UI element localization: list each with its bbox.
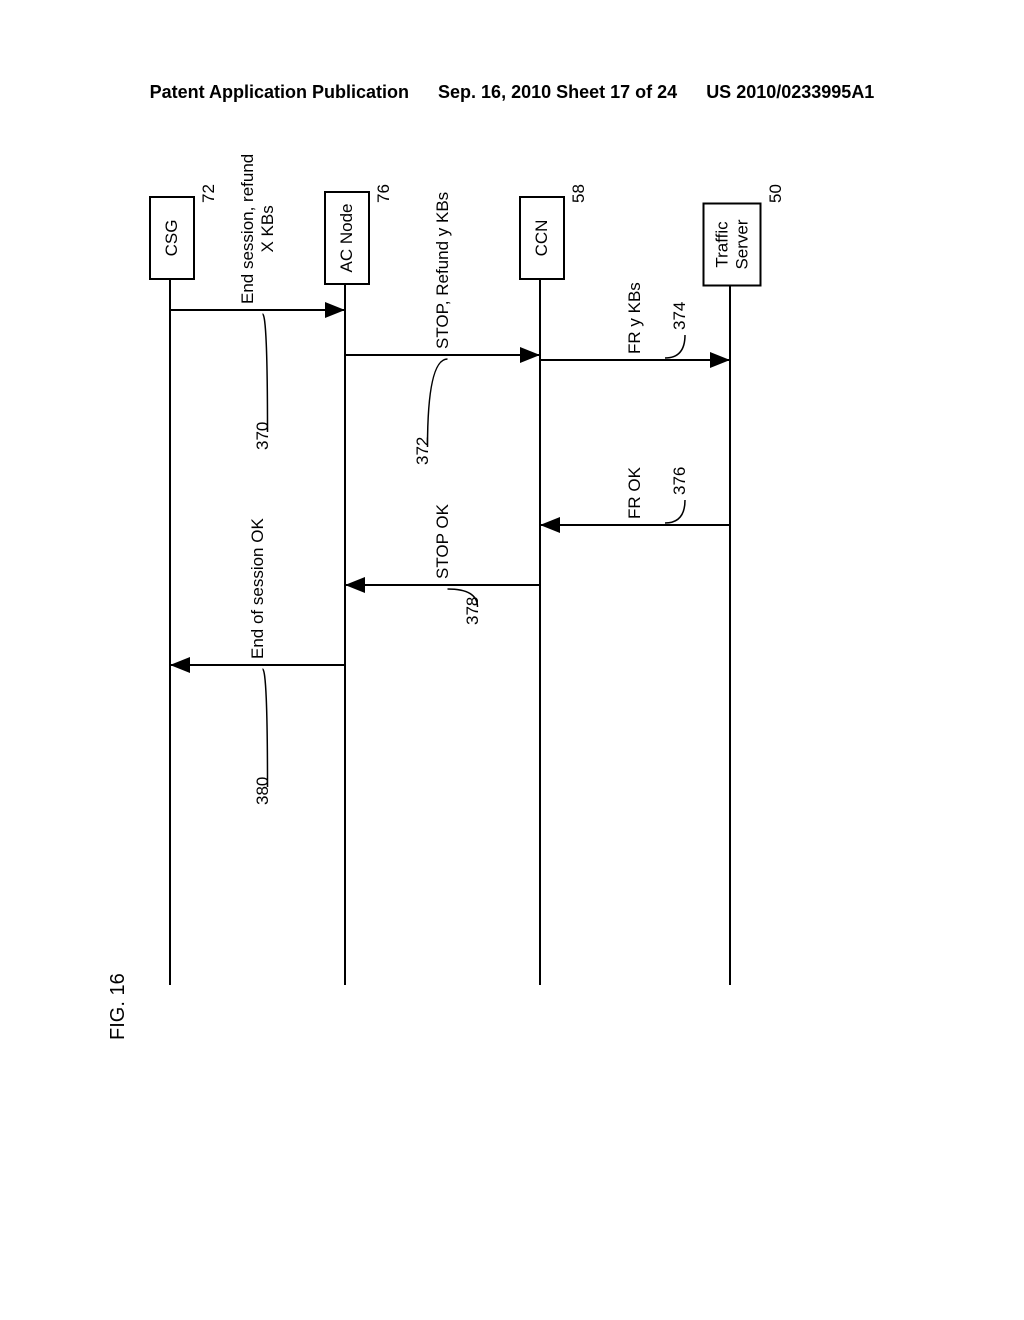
msg-label-2: FR y KBs <box>625 282 645 354</box>
figure-label: FIG. 16 <box>107 973 130 1040</box>
node-ref-csg: 72 <box>199 184 219 203</box>
msg-label-5: End of session OK <box>248 518 268 659</box>
node-traffic: Traffic Server <box>703 203 762 287</box>
node-ccn: CCN <box>519 196 565 280</box>
msg-ref-2: 374 <box>670 302 690 330</box>
sequence-diagram: CSG72AC Node76CCN58Traffic Server50End s… <box>130 215 780 985</box>
msg-ref-0: 370 <box>253 422 273 450</box>
header-right: US 2010/0233995A1 <box>706 82 874 103</box>
msg-ref-3: 376 <box>670 467 690 495</box>
node-csg: CSG <box>149 196 195 280</box>
node-ref-ccn: 58 <box>569 184 589 203</box>
header-mid: Sep. 16, 2010 Sheet 17 of 24 <box>438 82 677 103</box>
msg-ref-5: 380 <box>253 777 273 805</box>
msg-ref-1: 372 <box>413 437 433 465</box>
msg-ref-4: 378 <box>463 597 483 625</box>
msg-label-1: STOP, Refund y KBs <box>433 192 453 349</box>
node-ref-traffic: 50 <box>766 184 786 203</box>
msg-label-3: FR OK <box>625 467 645 519</box>
node-acnode: AC Node <box>324 191 370 285</box>
msg-label-4: STOP OK <box>433 504 453 579</box>
page-header: Patent Application Publication Sep. 16, … <box>0 82 1024 103</box>
node-ref-acnode: 76 <box>374 184 394 203</box>
msg-label-0: End session, refund X KBs <box>238 154 278 304</box>
header-left: Patent Application Publication <box>150 82 409 103</box>
